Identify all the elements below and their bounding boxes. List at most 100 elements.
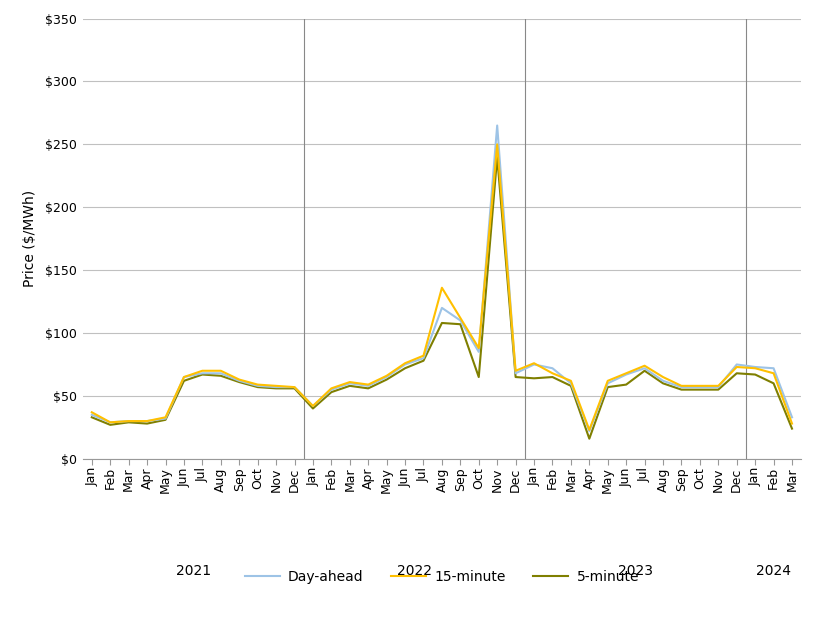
5-minute xyxy=(419,357,429,365)
5-minute xyxy=(548,373,558,381)
15-minute xyxy=(235,376,244,383)
5-minute xyxy=(124,418,134,426)
15-minute xyxy=(750,365,760,372)
5-minute xyxy=(142,420,152,427)
5-minute xyxy=(271,384,281,392)
Day-ahead xyxy=(769,365,779,372)
Day-ahead xyxy=(658,377,668,384)
5-minute xyxy=(787,425,797,432)
Day-ahead xyxy=(474,348,484,356)
Day-ahead xyxy=(142,417,152,425)
Text: 2022: 2022 xyxy=(396,564,432,578)
Line: 5-minute: 5-minute xyxy=(92,157,792,439)
Day-ahead xyxy=(179,373,189,381)
5-minute xyxy=(769,379,779,387)
Day-ahead xyxy=(621,371,631,378)
5-minute xyxy=(253,383,263,391)
Day-ahead xyxy=(548,365,558,372)
Day-ahead xyxy=(529,361,539,368)
15-minute xyxy=(382,372,392,379)
5-minute xyxy=(344,382,354,389)
Day-ahead xyxy=(235,377,244,384)
15-minute xyxy=(732,363,742,371)
Day-ahead xyxy=(714,383,724,391)
15-minute xyxy=(290,383,300,391)
Day-ahead xyxy=(695,383,705,391)
15-minute xyxy=(142,417,152,425)
15-minute xyxy=(87,409,97,416)
5-minute xyxy=(400,365,410,372)
Day-ahead xyxy=(419,355,429,362)
Day-ahead xyxy=(253,382,263,389)
Day-ahead xyxy=(87,411,97,418)
15-minute xyxy=(529,360,539,367)
5-minute xyxy=(197,371,207,378)
15-minute xyxy=(308,402,318,410)
5-minute xyxy=(160,416,170,423)
15-minute xyxy=(271,382,281,389)
Day-ahead xyxy=(290,383,300,391)
15-minute xyxy=(492,141,502,148)
Day-ahead xyxy=(197,370,207,377)
15-minute xyxy=(105,418,115,426)
Legend: Day-ahead, 15-minute, 5-minute: Day-ahead, 15-minute, 5-minute xyxy=(244,570,639,584)
Day-ahead xyxy=(271,383,281,391)
5-minute xyxy=(750,371,760,378)
15-minute xyxy=(124,417,134,425)
Day-ahead xyxy=(750,363,760,371)
15-minute xyxy=(455,314,465,322)
15-minute xyxy=(584,426,594,433)
5-minute xyxy=(326,388,336,396)
5-minute xyxy=(676,386,686,393)
Day-ahead xyxy=(566,379,576,387)
15-minute xyxy=(566,377,576,384)
15-minute xyxy=(695,382,705,389)
Day-ahead xyxy=(676,383,686,391)
Day-ahead xyxy=(400,361,410,368)
Text: 2023: 2023 xyxy=(618,564,653,578)
15-minute xyxy=(658,373,668,381)
5-minute xyxy=(235,378,244,386)
5-minute xyxy=(639,367,649,374)
5-minute xyxy=(566,382,576,389)
5-minute xyxy=(474,373,484,381)
Day-ahead xyxy=(363,382,373,389)
5-minute xyxy=(455,321,465,328)
5-minute xyxy=(216,372,225,379)
5-minute xyxy=(695,386,705,393)
Day-ahead xyxy=(326,386,336,393)
Day-ahead xyxy=(308,402,318,410)
5-minute xyxy=(105,421,115,428)
5-minute xyxy=(87,414,97,421)
5-minute xyxy=(382,376,392,383)
5-minute xyxy=(308,405,318,412)
5-minute xyxy=(363,384,373,392)
Day-ahead xyxy=(160,415,170,422)
Text: 2024: 2024 xyxy=(756,564,791,578)
15-minute xyxy=(676,382,686,389)
15-minute xyxy=(474,344,484,352)
15-minute xyxy=(344,378,354,386)
15-minute xyxy=(326,384,336,392)
5-minute xyxy=(714,386,724,393)
15-minute xyxy=(548,370,558,377)
5-minute xyxy=(584,435,594,443)
15-minute xyxy=(603,377,613,384)
Day-ahead xyxy=(787,414,797,421)
Day-ahead xyxy=(124,417,134,425)
15-minute xyxy=(639,362,649,370)
Day-ahead xyxy=(344,379,354,387)
Day-ahead xyxy=(455,317,465,324)
15-minute xyxy=(510,367,520,374)
5-minute xyxy=(529,374,539,382)
Line: Day-ahead: Day-ahead xyxy=(92,125,792,431)
15-minute xyxy=(179,373,189,381)
15-minute xyxy=(787,420,797,427)
5-minute xyxy=(510,373,520,381)
Y-axis label: Price ($/MWh): Price ($/MWh) xyxy=(23,190,37,287)
Day-ahead xyxy=(382,373,392,381)
15-minute xyxy=(363,381,373,388)
5-minute xyxy=(658,379,668,387)
Day-ahead xyxy=(584,427,594,435)
Day-ahead xyxy=(639,365,649,372)
